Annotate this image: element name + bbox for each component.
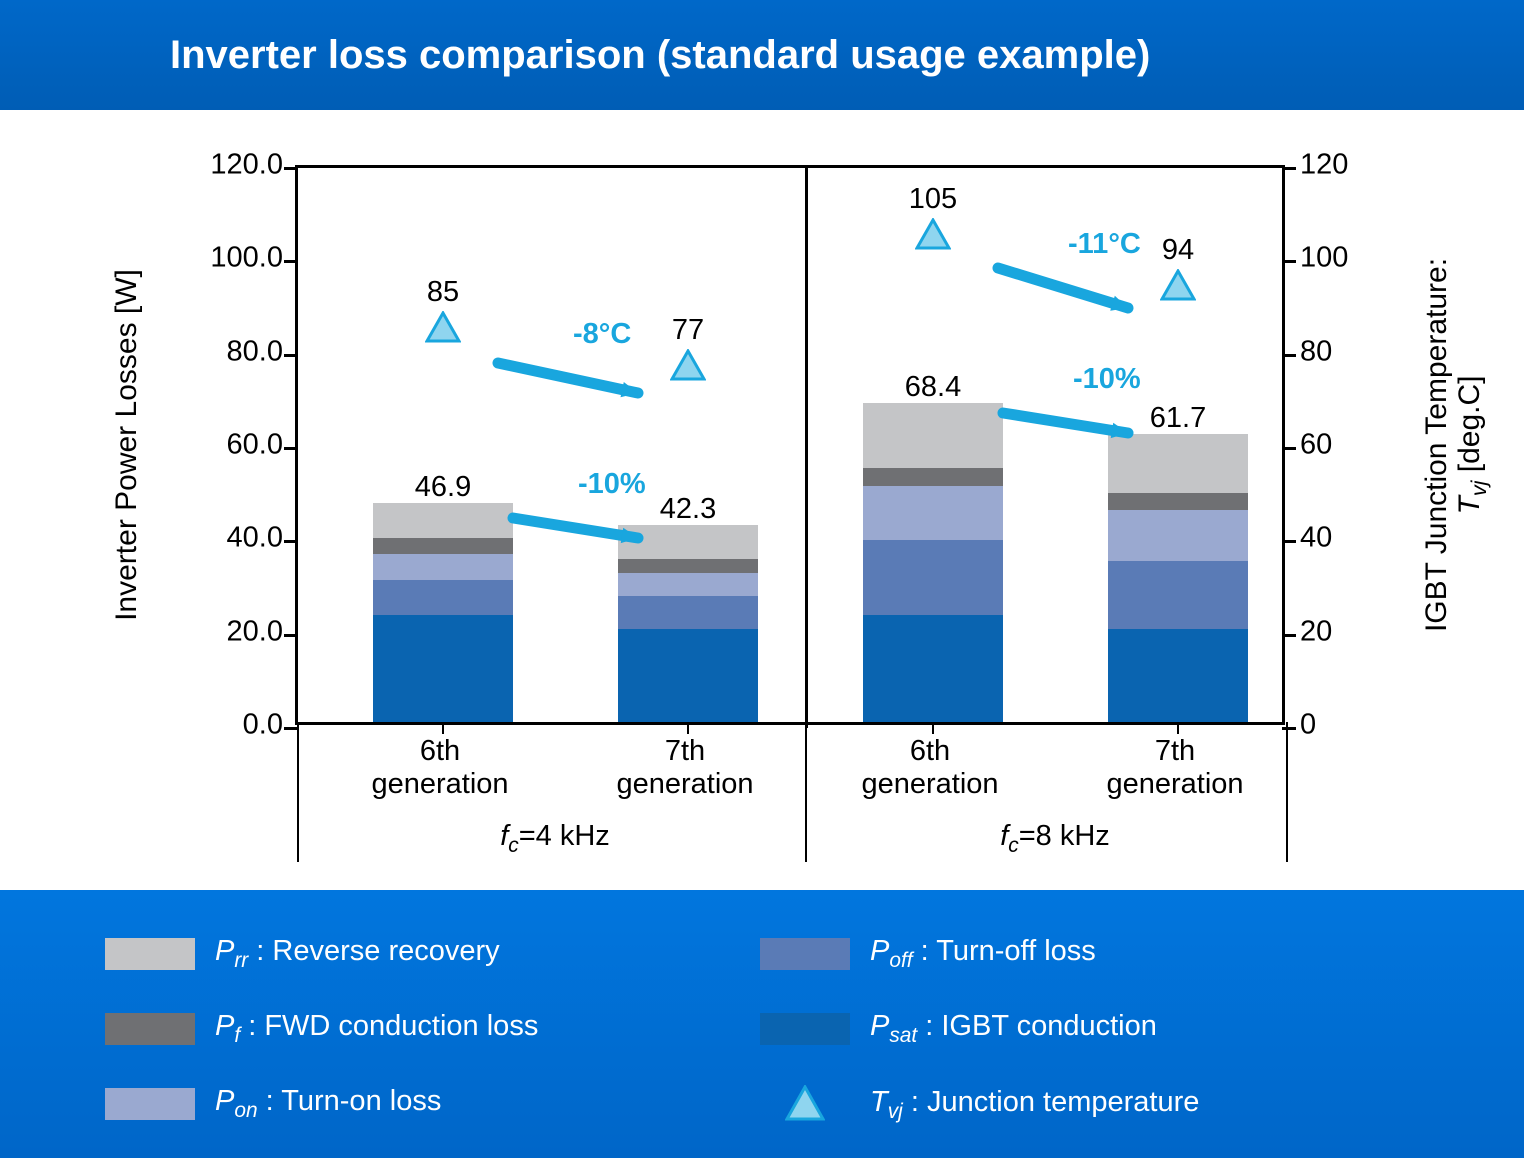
x-category-label: 7thgeneration xyxy=(1106,735,1243,802)
legend-swatch xyxy=(105,1013,195,1045)
legend-swatch xyxy=(105,938,195,970)
bar-segment-Psat xyxy=(373,615,513,722)
y-right-tick-label: 100 xyxy=(1300,242,1348,275)
y-right-tick-label: 40 xyxy=(1300,522,1332,555)
arrow-icon xyxy=(483,348,653,408)
bar-segment-Pf xyxy=(373,538,513,554)
triangle-marker xyxy=(425,311,461,343)
bar-segment-Pf xyxy=(863,468,1003,487)
bar-segment-Poff xyxy=(1108,561,1248,629)
legend-swatch xyxy=(760,938,850,970)
legend-area: Prr : Reverse recovery Pf : FWD conductio… xyxy=(0,890,1524,1158)
bar-segment-Poff xyxy=(373,580,513,615)
bar-total-label: 46.9 xyxy=(415,471,471,504)
y-axis-right-label: IGBT Junction Temperature: Tvj [deg.C] xyxy=(1420,258,1491,632)
triangle-value-label: 94 xyxy=(1162,234,1194,267)
y-axis-right-ticks: 020406080100120 xyxy=(1295,155,1375,735)
bar-segment-Pon xyxy=(618,573,758,596)
legend-item-Prr: Prr : Reverse recovery xyxy=(105,935,500,973)
y-axis-left-ticks: 0.020.040.060.080.0100.0120.0 xyxy=(175,155,283,735)
legend-item-Poff: Poff : Turn-off loss xyxy=(760,935,1096,973)
y-left-tick-label: 80.0 xyxy=(175,335,283,368)
stacked-bar xyxy=(863,403,1003,722)
bar-segment-Pf xyxy=(618,559,758,573)
bar-segment-Poff xyxy=(863,540,1003,615)
bar-segment-Prr xyxy=(863,403,1003,468)
y-axis-right-label-line1: IGBT Junction Temperature: xyxy=(1420,258,1453,632)
y-left-tick-label: 0.0 xyxy=(175,709,283,742)
y-left-tick-label: 100.0 xyxy=(175,242,283,275)
bar-segment-Pon xyxy=(1108,510,1248,561)
legend-label: Tvj : Junction temperature xyxy=(870,1086,1199,1124)
y-right-tick-label: 60 xyxy=(1300,429,1332,462)
legend-item-Psat: Psat : IGBT conduction xyxy=(760,1010,1157,1048)
legend-label: Pf : FWD conduction loss xyxy=(215,1010,538,1048)
triangle-marker xyxy=(915,218,951,250)
x-group-label: fc=4 kHz xyxy=(500,820,610,858)
bar-segment-Psat xyxy=(863,615,1003,722)
delta-annotation: -10% xyxy=(578,468,646,501)
triangle-value-label: 85 xyxy=(427,276,459,309)
legend-label: Poff : Turn-off loss xyxy=(870,935,1096,973)
header-bar: Inverter loss comparison (standard usage… xyxy=(0,0,1524,110)
triangle-marker xyxy=(670,349,706,381)
chart-plot-box: 46.942.368.461.7857710594-8°C-10%-11°C-1… xyxy=(295,165,1285,725)
y-right-tick-label: 120 xyxy=(1300,149,1348,182)
legend-label: Prr : Reverse recovery xyxy=(215,935,500,973)
arrow-icon xyxy=(983,253,1143,323)
delta-annotation: -10% xyxy=(1073,363,1141,396)
delta-annotation: -8°C xyxy=(573,318,631,351)
chart-area: Inverter Power Losses [W] IGBT Junction … xyxy=(0,110,1524,890)
legend-swatch xyxy=(760,1013,850,1045)
bar-segment-Pf xyxy=(1108,493,1248,509)
y-right-tick-label: 80 xyxy=(1300,335,1332,368)
bar-total-label: 42.3 xyxy=(660,493,716,526)
triangle-marker xyxy=(1160,269,1196,301)
x-category-label: 6thgeneration xyxy=(371,735,508,802)
x-category-label: 7thgeneration xyxy=(616,735,753,802)
y-left-tick-label: 120.0 xyxy=(175,149,283,182)
y-axis-left-label: Inverter Power Losses [W] xyxy=(110,269,144,621)
y-left-tick-label: 40.0 xyxy=(175,522,283,555)
y-axis-right-label-line2: Tvj [deg.C] xyxy=(1453,376,1486,515)
y-left-tick-label: 60.0 xyxy=(175,429,283,462)
y-right-tick-label: 0 xyxy=(1300,709,1316,742)
y-right-tick-label: 20 xyxy=(1300,615,1332,648)
legend-item-Tvj: Tvj : Junction temperature xyxy=(760,1085,1199,1125)
bar-segment-Pon xyxy=(863,486,1003,540)
bar-total-label: 61.7 xyxy=(1150,402,1206,435)
legend-swatch xyxy=(105,1088,195,1120)
bar-segment-Pon xyxy=(373,554,513,580)
triangle-value-label: 77 xyxy=(672,314,704,347)
legend-label: Pon : Turn-on loss xyxy=(215,1085,441,1123)
triangle-icon xyxy=(760,1085,850,1125)
arrow-icon xyxy=(498,503,653,553)
arrow-icon xyxy=(988,398,1143,448)
triangle-value-label: 105 xyxy=(909,183,957,216)
bar-segment-Poff xyxy=(618,596,758,629)
bar-segment-Psat xyxy=(618,629,758,722)
bar-total-label: 68.4 xyxy=(905,371,961,404)
x-group-label: fc=8 kHz xyxy=(1000,820,1110,858)
x-category-label: 6thgeneration xyxy=(861,735,998,802)
legend-item-Pon: Pon : Turn-on loss xyxy=(105,1085,441,1123)
legend-label: Psat : IGBT conduction xyxy=(870,1010,1157,1048)
legend-item-Pf: Pf : FWD conduction loss xyxy=(105,1010,538,1048)
bar-segment-Psat xyxy=(1108,629,1248,722)
y-left-tick-label: 20.0 xyxy=(175,615,283,648)
page-title: Inverter loss comparison (standard usage… xyxy=(170,33,1150,78)
stacked-bar xyxy=(618,525,758,722)
stacked-bar xyxy=(373,503,513,722)
stacked-bar xyxy=(1108,434,1248,722)
bar-segment-Prr xyxy=(373,503,513,538)
